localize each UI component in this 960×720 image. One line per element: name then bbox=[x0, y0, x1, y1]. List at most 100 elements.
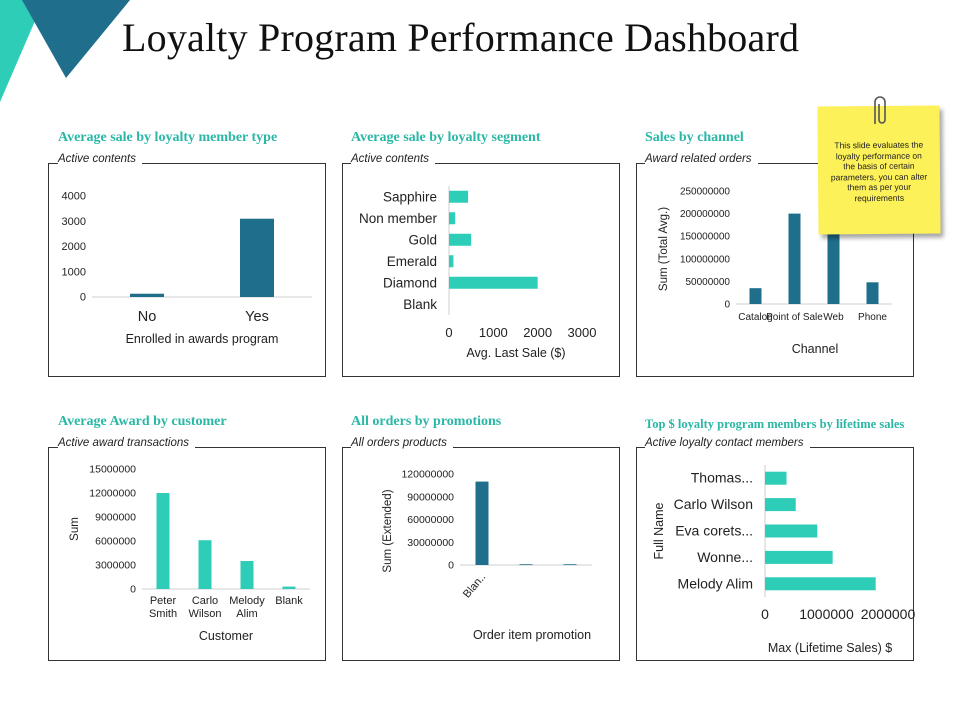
y-tick-label: 1000 bbox=[62, 266, 86, 278]
y-tick-label: 0 bbox=[724, 300, 730, 311]
y-category-label: Non member bbox=[359, 211, 438, 226]
x-tick-label: 2000 bbox=[523, 325, 552, 340]
bar bbox=[788, 213, 801, 304]
bar bbox=[240, 218, 274, 297]
y-tick-label: 2000 bbox=[62, 241, 86, 253]
bar bbox=[765, 577, 876, 591]
bar bbox=[749, 288, 762, 304]
bar bbox=[130, 293, 164, 297]
bar bbox=[282, 586, 296, 589]
x-category-label: No bbox=[138, 309, 157, 325]
panel-title-promotions: All orders by promotions bbox=[351, 414, 502, 429]
x-category-label: Web bbox=[823, 312, 844, 323]
y-tick-label: 12000000 bbox=[89, 488, 136, 500]
paperclip-icon bbox=[874, 96, 886, 124]
bar bbox=[765, 498, 796, 512]
bar bbox=[519, 564, 533, 566]
x-axis-title: Enrolled in awards program bbox=[126, 332, 279, 346]
x-tick-label: 1000000 bbox=[799, 606, 854, 622]
y-tick-label: 120000000 bbox=[401, 469, 454, 481]
y-tick-label: 15000000 bbox=[89, 464, 136, 476]
x-category-label: Yes bbox=[245, 309, 269, 325]
x-axis-title: Customer bbox=[199, 629, 253, 643]
chart-segment: Sapphire Non member Gold Emerald Diamond Blan… bbox=[359, 186, 597, 360]
corner-dark-shape bbox=[22, 0, 130, 78]
y-category-label: Blank bbox=[403, 297, 437, 312]
bar bbox=[765, 471, 787, 485]
y-tick-label: 100000000 bbox=[680, 254, 730, 265]
panel-title-channel: Sales by channel bbox=[645, 130, 744, 145]
x-axis-title: Max (Lifetime Sales) $ bbox=[768, 641, 892, 655]
panel-box-channel bbox=[636, 163, 914, 377]
panel-subtitle-member-type: Active contents bbox=[58, 153, 142, 165]
y-axis-title: Sum bbox=[69, 517, 81, 541]
y-tick-label: 250000000 bbox=[680, 187, 730, 198]
bar bbox=[765, 550, 833, 564]
panel-subtitle-award: Active award transactions bbox=[58, 437, 196, 449]
panel-title-award: Average Award by customer bbox=[58, 414, 227, 429]
panel-subtitle-segment: Active contents bbox=[351, 153, 435, 165]
x-tick-label: 0 bbox=[761, 606, 769, 622]
chart-lifetime: Thomas... Carlo Wilson Eva corets... Wonne.… bbox=[652, 465, 916, 655]
y-tick-label: 50000000 bbox=[686, 277, 731, 288]
x-category-label: Phone bbox=[858, 312, 887, 323]
panel-subtitle-lifetime: Active loyalty contact members bbox=[645, 437, 810, 449]
y-axis-title: Sum (Total Avg.) bbox=[658, 207, 670, 291]
y-category-label: Gold bbox=[408, 232, 437, 247]
panel-subtitle-promotions: All orders products bbox=[351, 437, 453, 449]
bar bbox=[449, 255, 454, 268]
panel-box-segment bbox=[342, 163, 620, 377]
y-tick-label: 4000 bbox=[62, 191, 86, 203]
y-tick-label: 9000000 bbox=[95, 512, 136, 524]
bar bbox=[449, 233, 472, 246]
y-category-label: Wonne... bbox=[697, 549, 753, 565]
y-tick-label: 30000000 bbox=[407, 537, 454, 549]
panel-box-promotions bbox=[342, 447, 620, 661]
y-category-label: Melody Alim bbox=[678, 575, 753, 591]
bar bbox=[765, 524, 818, 538]
panel-subtitle-channel: Award related orders bbox=[645, 153, 758, 165]
y-category-label: Diamond bbox=[383, 275, 437, 290]
x-axis-title: Order item promotion bbox=[473, 628, 591, 642]
y-tick-label: 150000000 bbox=[680, 232, 730, 243]
sticky-note-text: This slide evaluates the loyalty perform… bbox=[830, 139, 928, 203]
x-category-label: Blank bbox=[275, 595, 303, 607]
chart-channel: 0 50000000 100000000 150000000 200000000 2500… bbox=[658, 187, 892, 356]
corner-decoration bbox=[0, 0, 130, 102]
panel-box-member-type bbox=[48, 163, 326, 377]
x-category-label: Carlo Wilson bbox=[188, 595, 221, 620]
y-category-label: Emerald bbox=[387, 254, 437, 269]
y-axis-title: Sum (Extended) bbox=[382, 489, 394, 572]
corner-teal-shape bbox=[0, 0, 44, 102]
y-category-label: Thomas... bbox=[691, 470, 753, 486]
bar bbox=[156, 493, 170, 589]
y-category-label: Carlo Wilson bbox=[674, 496, 753, 512]
x-tick-label: 2000000 bbox=[861, 606, 916, 622]
x-tick-label: 3000 bbox=[568, 325, 597, 340]
y-tick-label: 90000000 bbox=[407, 491, 454, 503]
bar bbox=[449, 190, 469, 203]
y-tick-label: 3000 bbox=[62, 216, 86, 228]
bar bbox=[449, 212, 456, 225]
y-category-label: Eva corets... bbox=[675, 523, 753, 539]
chart-promotions: 0 30000000 60000000 90000000 120000000 Blan..… bbox=[382, 469, 592, 642]
x-category-label: Point of Sale bbox=[766, 312, 823, 323]
y-tick-label: 0 bbox=[80, 292, 86, 304]
y-tick-label: 0 bbox=[130, 584, 136, 596]
panel-title-member-type: Average sale by loyalty member type bbox=[58, 130, 278, 145]
y-tick-label: 3000000 bbox=[95, 560, 136, 572]
bar bbox=[198, 540, 212, 589]
x-axis-title: Avg. Last Sale ($) bbox=[466, 346, 565, 360]
panel-title-segment: Average sale by loyalty segment bbox=[351, 130, 541, 145]
bar bbox=[475, 481, 489, 565]
bar bbox=[449, 276, 538, 289]
chart-member-type: 0 1000 2000 3000 4000 No Yes Enrolled in awards… bbox=[62, 191, 312, 346]
bar bbox=[240, 561, 254, 589]
chart-award: 0 3000000 6000000 9000000 12000000 15000000 Pe… bbox=[69, 464, 310, 643]
bar bbox=[866, 282, 879, 304]
x-category-label: Blan.. bbox=[461, 571, 488, 600]
y-tick-label: 0 bbox=[448, 560, 454, 572]
y-category-label: Sapphire bbox=[383, 189, 437, 204]
bar bbox=[827, 231, 840, 304]
page-title: Loyalty Program Performance Dashboard bbox=[122, 15, 800, 60]
